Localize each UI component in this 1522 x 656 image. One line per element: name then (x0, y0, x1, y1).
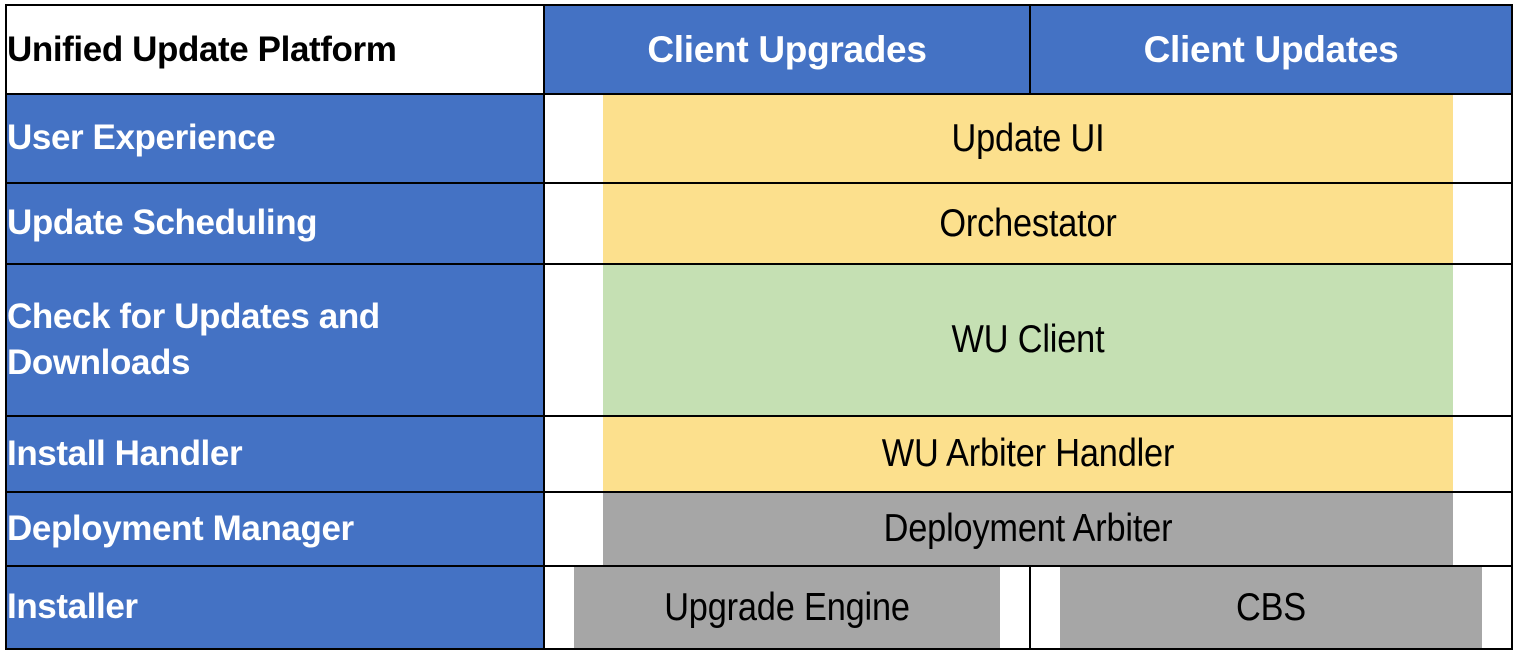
table-row: Deployment Manager Deployment Arbiter (5, 491, 1512, 567)
component-label: WU Client (951, 318, 1105, 361)
row-header-label: Deployment Manager (7, 508, 354, 548)
component-cell-update-ui: Update UI (601, 93, 1455, 184)
component-cell-cbs: CBS (1058, 565, 1484, 650)
component-cell-upgrade-engine: Upgrade Engine (572, 565, 1002, 650)
column-header-client-upgrades: Client Upgrades (543, 4, 1031, 95)
row-header-label: User Experience (7, 118, 276, 158)
page-title: Unified Update Platform (7, 29, 397, 69)
row-header-label: Installer (7, 587, 138, 627)
column-header-label: Client Upgrades (647, 28, 927, 70)
column-header-label: Client Updates (1143, 28, 1399, 70)
row-header-installer: Installer (5, 565, 545, 650)
table-row: Install Handler WU Arbiter Handler (5, 415, 1512, 493)
row-header-label: Install Handler (7, 433, 243, 473)
component-label: Deployment Arbiter (883, 507, 1173, 550)
row-header-label: Check for Updates and Downloads (7, 296, 380, 382)
component-label: Update UI (951, 116, 1105, 160)
component-label: Orchestator (939, 201, 1117, 245)
row-header-check-for-updates-and-downloads: Check for Updates and Downloads (5, 263, 545, 417)
table-row: Update Scheduling Orchestator (5, 182, 1512, 265)
matrix-title-cell: Unified Update Platform (5, 4, 545, 95)
row-header-deployment-manager: Deployment Manager (5, 491, 545, 567)
row-header-user-experience: User Experience (5, 93, 545, 184)
component-label: Upgrade Engine (664, 585, 910, 629)
column-header-client-updates: Client Updates (1029, 4, 1513, 95)
component-cell-deployment-arbiter: Deployment Arbiter (601, 491, 1455, 567)
unified-update-platform-matrix: Unified Update Platform Client Upgrades … (5, 4, 1513, 650)
row-header-label: Update Scheduling (7, 203, 318, 243)
table-header-row: Unified Update Platform Client Upgrades … (5, 4, 1513, 95)
component-label: CBS (1235, 585, 1307, 629)
row-header-update-scheduling: Update Scheduling (5, 182, 545, 265)
table-row: User Experience Update UI (5, 93, 1512, 184)
table-row: Check for Updates and Downloads WU Clien… (5, 263, 1512, 417)
table-row: Installer Upgrade Engine CBS (5, 565, 1512, 650)
row-header-install-handler: Install Handler (5, 415, 545, 493)
component-label: WU Arbiter Handler (881, 432, 1175, 475)
component-cell-wu-arbiter-handler: WU Arbiter Handler (601, 415, 1455, 493)
component-cell-orchestator: Orchestator (601, 182, 1455, 265)
component-cell-wu-client: WU Client (601, 263, 1455, 417)
